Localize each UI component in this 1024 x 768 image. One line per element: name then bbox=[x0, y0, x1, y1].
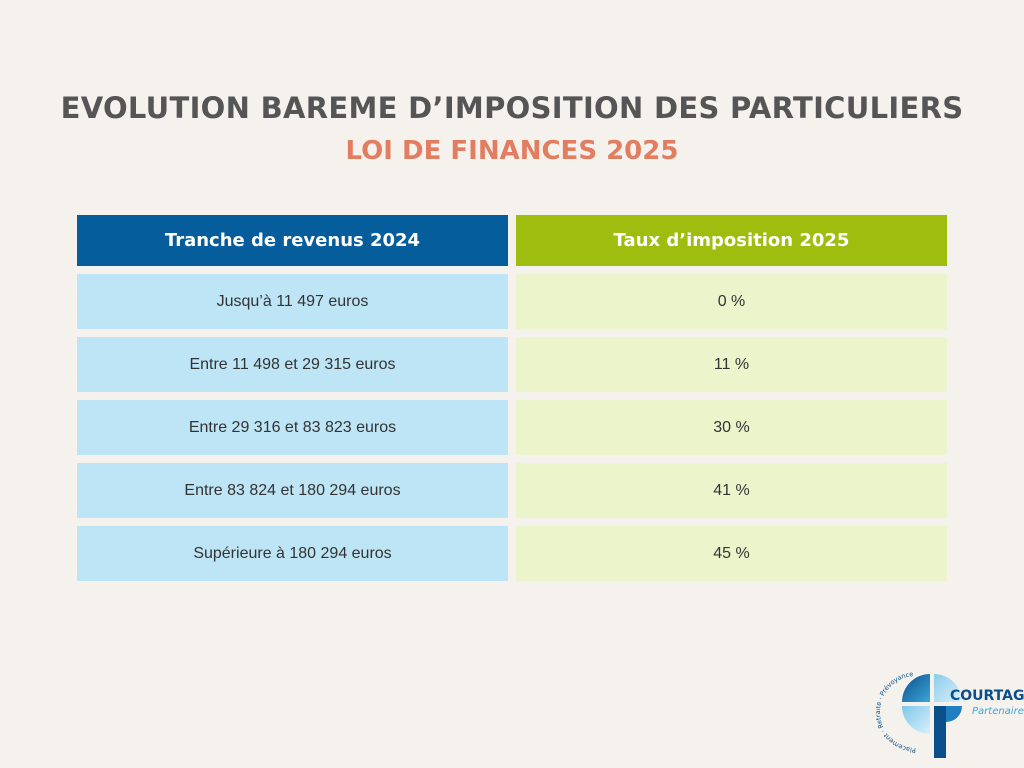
page-title: EVOLUTION BAREME D’IMPOSITION DES PARTIC… bbox=[60, 91, 964, 125]
tax-rate-cell: 45 % bbox=[516, 526, 947, 581]
header-tax-rate: Taux d’imposition 2025 bbox=[516, 215, 947, 266]
tax-rate-cell: 41 % bbox=[516, 463, 947, 518]
table-header-row: Tranche de revenus 2024 Taux d’impositio… bbox=[77, 215, 947, 266]
income-bracket-cell: Entre 29 316 et 83 823 euros bbox=[77, 400, 508, 455]
logo-tagline: Partenaire bbox=[972, 706, 1024, 717]
income-bracket-cell: Entre 83 824 et 180 294 euros bbox=[77, 463, 508, 518]
tax-rate-cell: 0 % bbox=[516, 274, 947, 329]
table-row: Entre 83 824 et 180 294 euros 41 % bbox=[77, 463, 947, 518]
income-bracket-cell: Entre 11 498 et 29 315 euros bbox=[77, 337, 508, 392]
tax-rate-cell: 11 % bbox=[516, 337, 947, 392]
tax-table: Tranche de revenus 2024 Taux d’impositio… bbox=[77, 215, 947, 589]
table-row: Jusqu’à 11 497 euros 0 % bbox=[77, 274, 947, 329]
tax-rate-cell: 30 % bbox=[516, 400, 947, 455]
table-row: Entre 11 498 et 29 315 euros 11 % bbox=[77, 337, 947, 392]
table-row: Entre 29 316 et 83 823 euros 30 % bbox=[77, 400, 947, 455]
table-row: Supérieure à 180 294 euros 45 % bbox=[77, 526, 947, 581]
income-bracket-cell: Jusqu’à 11 497 euros bbox=[77, 274, 508, 329]
header-income-bracket: Tranche de revenus 2024 bbox=[77, 215, 508, 266]
courtage-partenaire-logo: Placement · Retraite · Prévoyance COURTA… bbox=[876, 670, 1024, 758]
logo-name: COURTAGE bbox=[950, 688, 1024, 704]
page-subtitle: LOI DE FINANCES 2025 bbox=[345, 136, 679, 166]
income-bracket-cell: Supérieure à 180 294 euros bbox=[77, 526, 508, 581]
